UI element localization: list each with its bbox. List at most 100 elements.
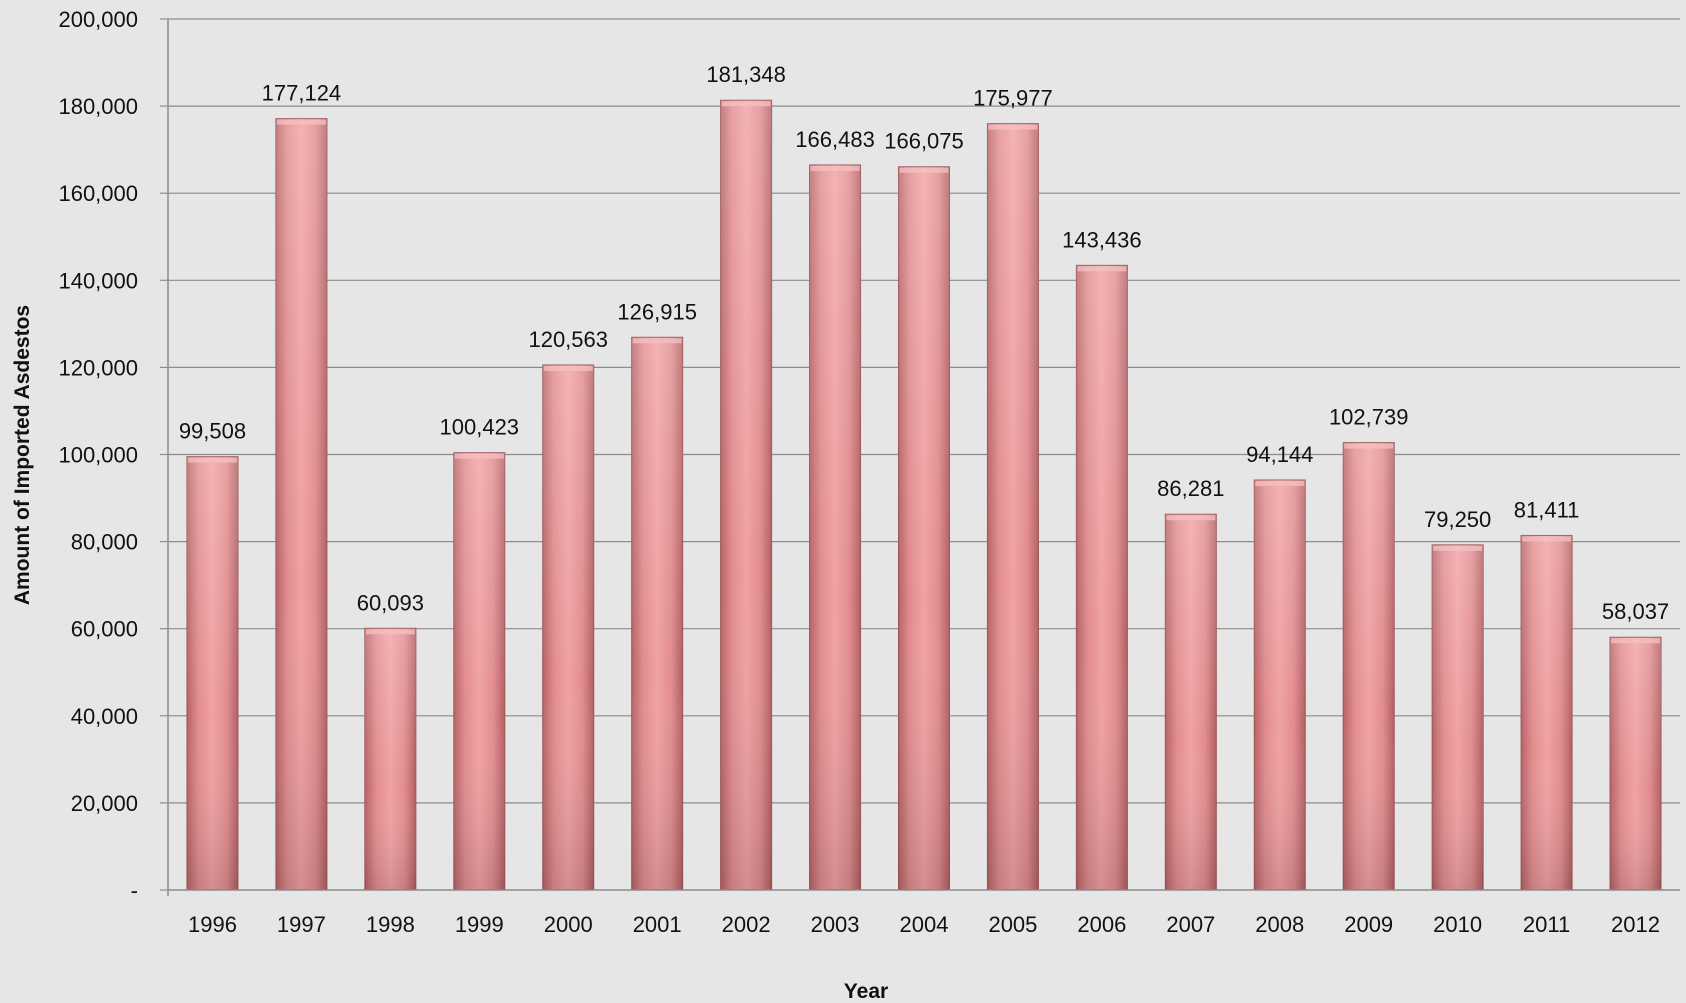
bar-2008	[1253, 479, 1306, 891]
x-tick-label: 1999	[455, 912, 504, 937]
x-tick-label: 1998	[366, 912, 415, 937]
y-tick-label: 160,000	[58, 181, 138, 206]
y-tick-label: 180,000	[58, 94, 138, 119]
bar-shade	[1521, 535, 1573, 890]
x-tick-label: 1997	[277, 912, 326, 937]
data-labels: 99,508 177,124 60,093 100,423 120,563 126,915…	[179, 62, 1669, 624]
bar-cap	[454, 453, 504, 459]
bar-shade	[186, 456, 238, 890]
bar-cap	[1433, 545, 1483, 551]
bar-cap	[187, 457, 237, 463]
bar-shade	[631, 337, 683, 891]
bar-2000	[542, 364, 595, 891]
bar-cap	[543, 365, 593, 371]
data-label: 102,739	[1329, 405, 1409, 430]
bar-1996	[186, 456, 239, 891]
y-axis-title: Amount of Imported Asdestos	[11, 305, 34, 605]
x-tick-label: 1996	[188, 912, 237, 937]
x-tick-label: 2012	[1611, 912, 1660, 937]
bars	[186, 99, 1662, 891]
x-tick-label: 2001	[633, 912, 682, 937]
bar-shade	[542, 364, 594, 890]
bar-cap	[1255, 481, 1305, 487]
data-label: 181,348	[706, 62, 786, 87]
bar-2009	[1342, 442, 1395, 891]
data-label: 99,508	[179, 419, 246, 444]
bar-shade	[453, 452, 505, 890]
bar-2004	[898, 166, 950, 891]
data-label: 79,250	[1424, 507, 1491, 532]
x-tick-label: 2008	[1255, 912, 1304, 937]
y-tick-label: 80,000	[71, 530, 138, 555]
y-tick-label: 60,000	[71, 617, 138, 642]
bar-cap	[899, 167, 949, 173]
x-tick-label: 2010	[1433, 912, 1482, 937]
bar-shade	[1076, 265, 1128, 891]
bar-shade	[275, 118, 327, 890]
data-label: 58,037	[1602, 599, 1669, 624]
bar-2003	[809, 164, 862, 891]
bar-2007	[1164, 513, 1217, 891]
bar-cap	[1611, 638, 1661, 644]
x-tick-label: 2005	[988, 912, 1037, 937]
bar-cap	[1522, 536, 1572, 542]
bar-shade	[1343, 442, 1395, 890]
x-axis-title: Year	[844, 980, 888, 1003]
data-label: 100,423	[440, 415, 520, 440]
data-label: 81,411	[1514, 497, 1580, 522]
x-tick-label: 2003	[811, 912, 860, 937]
data-label: 126,915	[617, 299, 697, 324]
data-label: 166,483	[795, 127, 875, 152]
bar-cap	[988, 124, 1038, 130]
y-tick-label: 140,000	[58, 268, 138, 293]
y-tick-label: 40,000	[71, 704, 138, 729]
y-tick-label: 200,000	[58, 7, 138, 32]
bar-1998	[364, 627, 417, 891]
bar-shade	[1610, 637, 1662, 890]
data-label: 143,436	[1062, 227, 1142, 252]
x-tick-label: 2006	[1077, 912, 1126, 937]
y-tick-label: 20,000	[71, 791, 138, 816]
bar-cap	[276, 119, 326, 125]
bar-cap	[810, 165, 860, 171]
bar-2012	[1609, 636, 1662, 891]
bar-shade	[1165, 514, 1217, 890]
data-label: 175,977	[973, 86, 1053, 111]
bar-2010	[1431, 544, 1484, 891]
data-label: 86,281	[1157, 476, 1224, 501]
bar-cap	[632, 338, 682, 344]
bar-2005	[986, 123, 1039, 891]
bar-cap	[1166, 515, 1216, 521]
x-tick-label: 2000	[544, 912, 593, 937]
bar-shade	[987, 123, 1039, 890]
bar-shade	[809, 164, 861, 890]
y-axis-ticks: - 20,000 40,000 60,000 80,000 100,000 120,000 1…	[58, 7, 138, 903]
data-label: 166,075	[884, 129, 964, 154]
bar-shade	[364, 628, 416, 890]
y-tick-label: -	[131, 878, 138, 903]
bar-shade	[1432, 544, 1484, 890]
data-label: 120,563	[528, 327, 608, 352]
bar-2002	[720, 99, 773, 891]
x-tick-label: 2002	[722, 912, 771, 937]
x-tick-label: 2011	[1523, 912, 1570, 937]
y-tick-label: 120,000	[58, 355, 138, 380]
bar-shade	[720, 100, 772, 890]
bar-cap	[365, 629, 415, 635]
y-tick-label: 100,000	[58, 443, 138, 468]
bar-2006	[1075, 264, 1128, 891]
bar-1999	[453, 452, 506, 891]
x-tick-label: 2007	[1166, 912, 1215, 937]
bar-cap	[1344, 443, 1394, 449]
x-axis-ticks: 1996 1997 1998 1999 2000 2001 2002 2003 2004 2005…	[188, 912, 1660, 937]
bar-shade	[1254, 480, 1306, 890]
bar-2011	[1520, 534, 1573, 891]
data-label: 60,093	[357, 590, 424, 615]
bar-cap	[1077, 266, 1127, 272]
data-label: 94,144	[1246, 442, 1313, 467]
data-label: 177,124	[262, 81, 342, 106]
bar-2001	[631, 336, 684, 891]
bar-1997	[275, 118, 328, 891]
